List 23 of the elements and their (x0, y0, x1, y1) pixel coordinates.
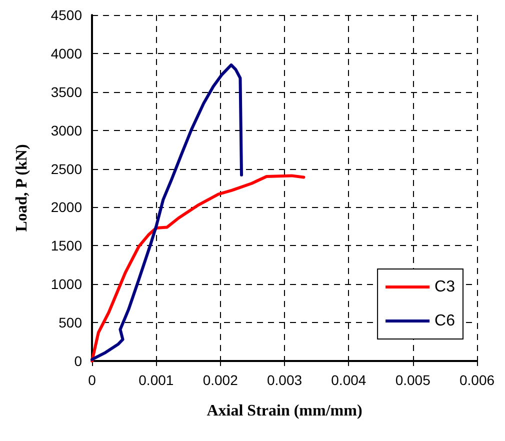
y-tick-label: 4500 (50, 7, 82, 23)
y-tick-label: 3000 (50, 122, 82, 138)
x-tick-label: 0.001 (138, 372, 174, 388)
legend-label: C3 (434, 278, 456, 296)
x-tick-label: 0.004 (331, 372, 366, 388)
y-tick-label: 0 (74, 353, 82, 369)
x-tick-label: 0.005 (395, 372, 431, 388)
y-tick-label: 1000 (50, 276, 82, 292)
y-tick-label: 4000 (50, 45, 82, 62)
x-tick-label: 0 (88, 372, 96, 388)
line-series (90, 174, 306, 362)
x-tick-label: 0.006 (459, 372, 495, 388)
y-tick-label: 3500 (50, 84, 82, 100)
y-tick-label: 2500 (50, 160, 82, 177)
x-tick-label: 0.003 (266, 372, 302, 388)
y-tick-label: 1500 (50, 238, 82, 254)
legend-label: C6 (434, 312, 456, 330)
y-axis-title: Load, P (kN) (14, 144, 30, 232)
x-tick-label: 0.002 (202, 372, 238, 388)
line-series (90, 63, 244, 361)
x-axis-title: Axial Strain (mm/mm) (206, 402, 362, 420)
y-tick-label: 500 (58, 314, 82, 331)
y-tick-label: 2000 (50, 199, 82, 216)
